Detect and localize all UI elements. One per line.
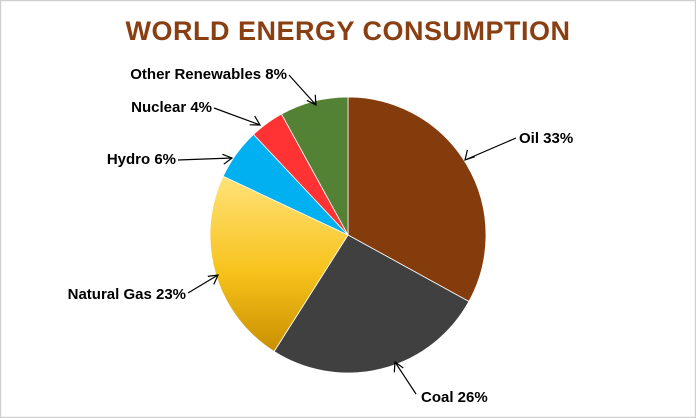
leader-arrow-hydro [222,153,234,165]
leader-arrow-nuclear [249,115,262,126]
slice-label-other-renewables: Other Renewables 8% [130,66,287,83]
slice-label-coal: Coal 26% [421,389,488,406]
slice-label-natural-gas: Natural Gas 23% [68,286,186,303]
pie-slice-natural-gas [209,175,349,353]
leader-line-oil [464,137,517,161]
leader-line-nuclear [213,107,261,126]
pie-slice-coal [273,234,470,374]
leader-line-hydro [177,157,233,161]
slice-label-nuclear: Nuclear 4% [131,99,212,116]
leader-arrow-other-renewables [306,94,317,107]
pie-slice-other-renewables [280,96,349,236]
leader-line-natural-gas [187,274,219,294]
slice-label-hydro: Hydro 6% [107,151,176,168]
chart-title: WORLD ENERGY CONSUMPTION [125,16,571,46]
leader-line-other-renewables [288,74,317,106]
leader-arrow-coal [393,360,404,373]
pie-slice-oil [347,96,487,303]
leader-line-coal [394,361,417,395]
leader-arrow-oil [464,149,475,161]
leader-arrow-natural-gas [207,274,219,285]
slice-label-oil: Oil 33% [519,130,573,147]
